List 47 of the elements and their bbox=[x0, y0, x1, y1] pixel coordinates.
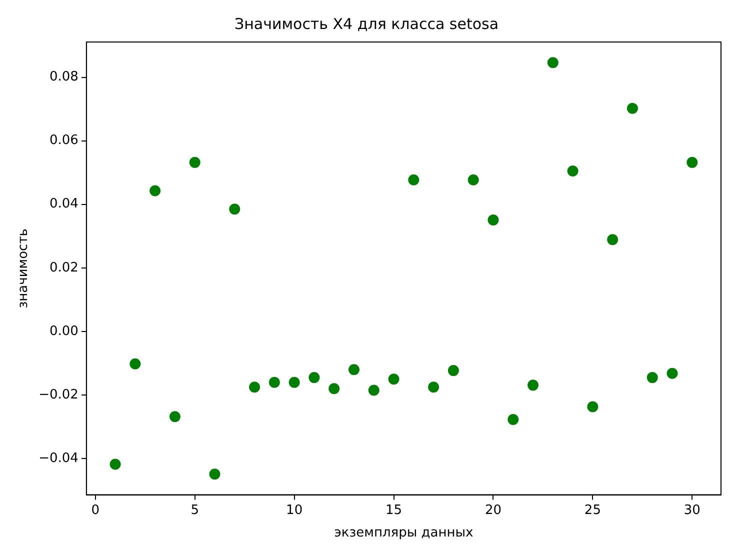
point bbox=[448, 365, 459, 376]
x-tick-label: 25 bbox=[584, 502, 601, 518]
y-tick-label: 0.04 bbox=[49, 196, 78, 212]
point bbox=[428, 382, 440, 393]
point bbox=[686, 156, 698, 168]
point bbox=[567, 166, 578, 177]
point bbox=[607, 234, 618, 246]
x-tick-label: 30 bbox=[684, 502, 700, 518]
y-tick-label: −0.04 bbox=[38, 450, 78, 466]
point bbox=[408, 174, 420, 186]
chart-title: Значимость X4 для класса setosa bbox=[234, 14, 499, 33]
point bbox=[288, 376, 300, 388]
point bbox=[189, 156, 200, 168]
x-tick-label: 0 bbox=[91, 502, 100, 518]
point bbox=[547, 57, 558, 68]
point bbox=[209, 468, 220, 480]
point bbox=[130, 358, 141, 370]
point bbox=[169, 411, 180, 422]
x-tick-label: 20 bbox=[484, 502, 502, 518]
y-tick-label: 0.02 bbox=[49, 260, 78, 276]
point bbox=[388, 374, 400, 385]
y-tick-label: 0.06 bbox=[49, 133, 78, 148]
point bbox=[249, 382, 260, 393]
y-tick-label: 0.00 bbox=[49, 324, 78, 339]
y-tick-label: 0.08 bbox=[49, 70, 78, 85]
point bbox=[666, 368, 678, 379]
point bbox=[110, 458, 121, 470]
y-axis-title: значимость bbox=[16, 228, 32, 308]
point bbox=[587, 401, 598, 412]
point bbox=[368, 384, 380, 396]
y-tick-label: −0.02 bbox=[38, 387, 78, 402]
point bbox=[229, 204, 240, 215]
point bbox=[626, 102, 638, 114]
point bbox=[348, 364, 360, 376]
x-tick-label: 15 bbox=[386, 502, 402, 518]
x-tick-label: 5 bbox=[190, 502, 199, 518]
point bbox=[646, 372, 658, 384]
x-tick-label: 10 bbox=[286, 502, 303, 518]
point bbox=[528, 380, 539, 391]
point bbox=[508, 414, 519, 425]
point bbox=[328, 383, 340, 394]
point bbox=[268, 376, 280, 388]
point bbox=[150, 185, 161, 196]
point bbox=[308, 372, 320, 384]
point bbox=[488, 214, 499, 226]
x-axis-title: экземпляры данных bbox=[334, 526, 474, 541]
point bbox=[468, 174, 479, 186]
